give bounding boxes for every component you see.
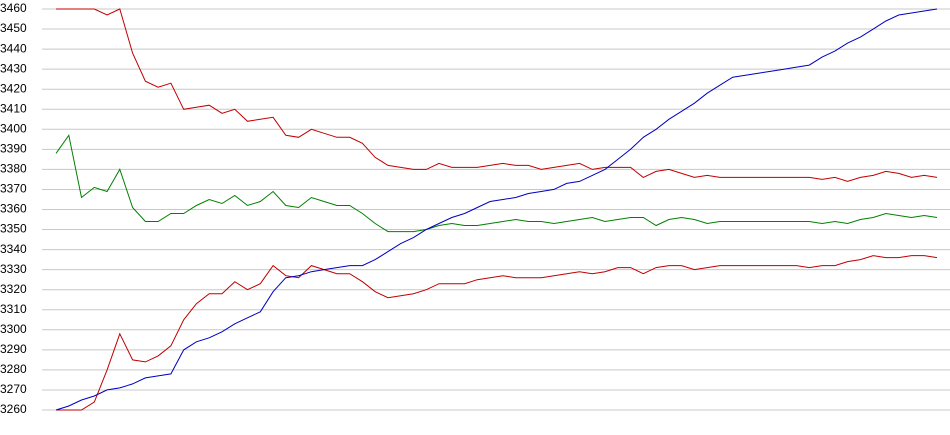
y-tick-label: 3270	[0, 382, 27, 396]
y-tick-label: 3300	[0, 322, 27, 336]
y-tick-label: 3370	[0, 182, 27, 196]
series-line	[56, 255, 938, 411]
y-tick-label: 3280	[0, 362, 27, 376]
y-tick-label: 3460	[0, 1, 27, 15]
y-tick-label: 3380	[0, 162, 27, 176]
series-line	[55, 134, 938, 233]
y-tick-label: 3390	[0, 142, 27, 156]
y-tick-label: 3290	[0, 342, 27, 356]
y-tick-label: 3410	[0, 101, 27, 115]
y-tick-label: 3440	[0, 41, 27, 55]
y-tick-label: 3320	[0, 282, 27, 296]
y-tick-label: 3260	[0, 402, 27, 416]
y-tick-label: 3330	[0, 262, 27, 276]
y-tick-label: 3340	[0, 242, 27, 256]
y-tick-label: 3430	[0, 61, 27, 75]
y-tick-label: 3420	[0, 81, 27, 95]
series-line	[55, 8, 938, 411]
y-tick-label: 3450	[0, 21, 27, 35]
y-tick-label: 3350	[0, 222, 27, 236]
y-tick-label: 3400	[0, 121, 27, 135]
y-tick-label: 3360	[0, 202, 27, 216]
series-line	[56, 8, 938, 182]
y-tick-label: 3310	[0, 302, 27, 316]
